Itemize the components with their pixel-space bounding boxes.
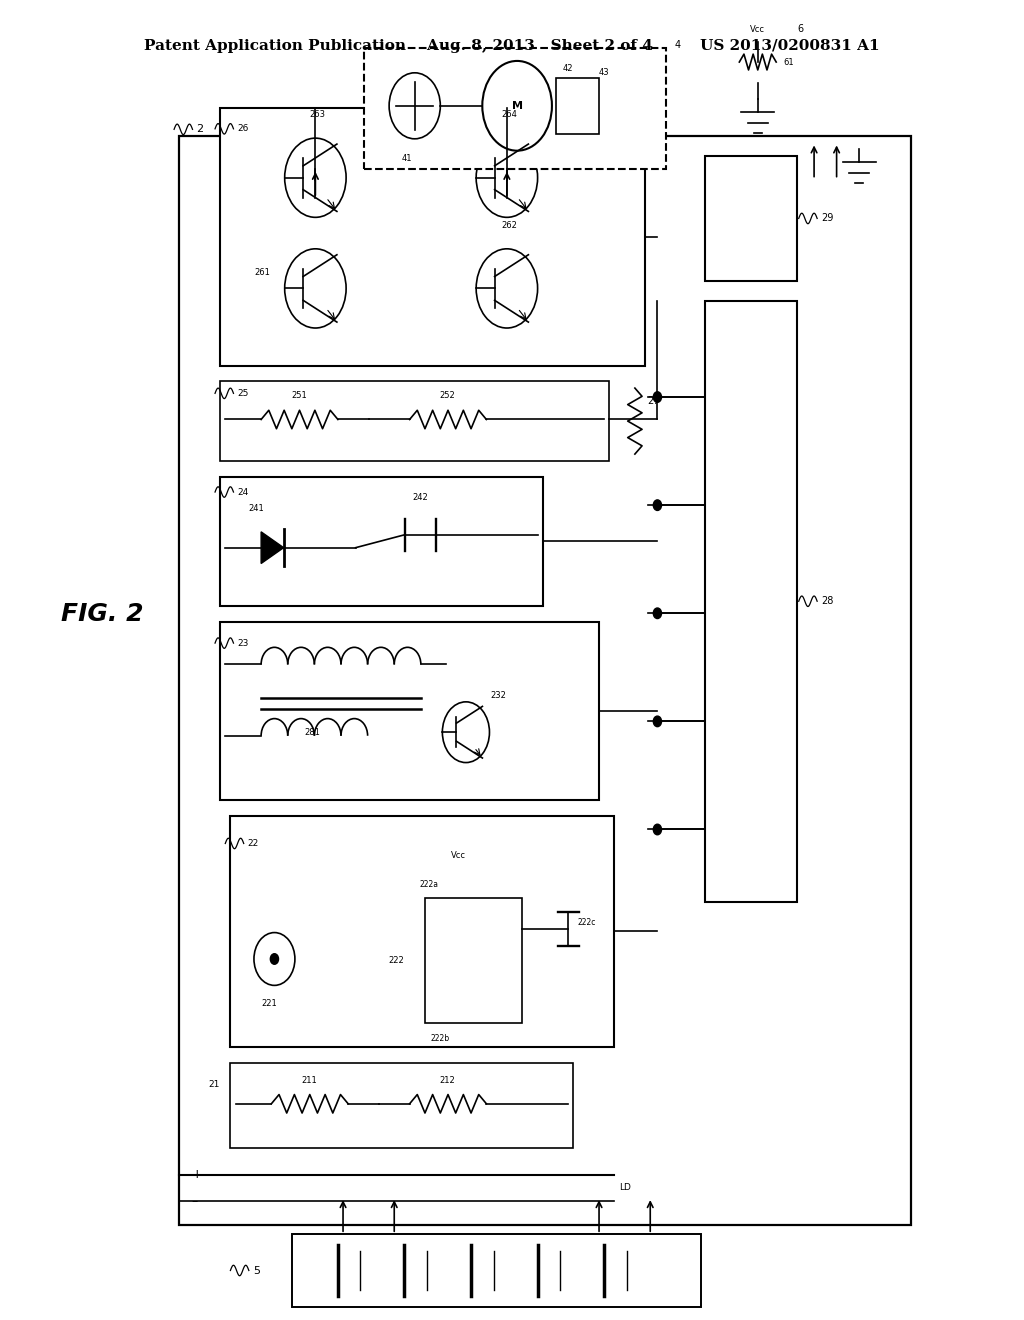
Text: 2: 2	[197, 124, 204, 135]
Text: 264: 264	[501, 110, 517, 119]
Text: 6: 6	[798, 24, 804, 34]
Text: 242: 242	[413, 494, 428, 503]
Text: 222a: 222a	[420, 880, 439, 888]
Text: 24: 24	[238, 487, 249, 496]
Text: 4: 4	[675, 40, 681, 50]
Text: 222c: 222c	[578, 917, 596, 927]
Text: 212: 212	[439, 1076, 456, 1085]
Text: 261: 261	[254, 268, 270, 277]
Bar	[230, 1063, 573, 1148]
Bar	[364, 48, 666, 169]
Text: 28: 28	[821, 597, 834, 606]
Text: 241: 241	[248, 503, 264, 512]
Text: 222b: 222b	[430, 1035, 450, 1043]
Text: 21: 21	[209, 1080, 220, 1089]
Circle shape	[653, 392, 662, 403]
Text: M: M	[512, 100, 522, 111]
Text: Vcc: Vcc	[452, 850, 466, 859]
Text: 23: 23	[238, 639, 249, 648]
Bar	[705, 301, 797, 902]
Text: 25: 25	[238, 389, 249, 397]
Text: 252: 252	[439, 391, 456, 400]
Circle shape	[270, 953, 279, 964]
Bar	[230, 816, 614, 1047]
Text: +: +	[191, 1168, 202, 1181]
Circle shape	[653, 715, 662, 726]
Text: FIG. 2: FIG. 2	[61, 602, 143, 626]
Text: –: –	[191, 1195, 198, 1208]
Bar	[179, 136, 911, 1225]
Text: 27: 27	[647, 396, 659, 407]
Text: 29: 29	[821, 214, 834, 223]
Text: 263: 263	[309, 110, 326, 119]
Text: 232: 232	[490, 690, 507, 700]
Text: 43: 43	[599, 69, 609, 78]
Text: Patent Application Publication    Aug. 8, 2013   Sheet 2 of 4         US 2013/02: Patent Application Publication Aug. 8, 2…	[144, 40, 880, 53]
Bar	[425, 898, 522, 1023]
Text: 42: 42	[563, 65, 573, 74]
Bar	[220, 477, 543, 606]
Bar	[705, 156, 797, 281]
Text: 26: 26	[238, 124, 249, 133]
Text: Vcc: Vcc	[751, 25, 765, 33]
Circle shape	[653, 609, 662, 619]
Text: 221: 221	[261, 999, 278, 1008]
Text: 211: 211	[301, 1076, 317, 1085]
Text: LD: LD	[618, 1184, 631, 1192]
Bar	[556, 78, 599, 133]
Text: 22: 22	[248, 840, 259, 847]
Circle shape	[653, 824, 662, 834]
Bar	[220, 381, 609, 461]
Text: 5: 5	[253, 1266, 260, 1275]
Text: 251: 251	[291, 391, 307, 400]
Text: 281: 281	[304, 727, 321, 737]
Bar	[220, 622, 599, 800]
Circle shape	[653, 500, 662, 511]
Text: 262: 262	[501, 220, 517, 230]
Polygon shape	[261, 532, 284, 564]
Bar	[220, 108, 645, 366]
Bar	[292, 1234, 701, 1307]
Text: 61: 61	[783, 58, 794, 66]
Text: 222: 222	[388, 956, 404, 965]
Text: 41: 41	[401, 154, 412, 164]
